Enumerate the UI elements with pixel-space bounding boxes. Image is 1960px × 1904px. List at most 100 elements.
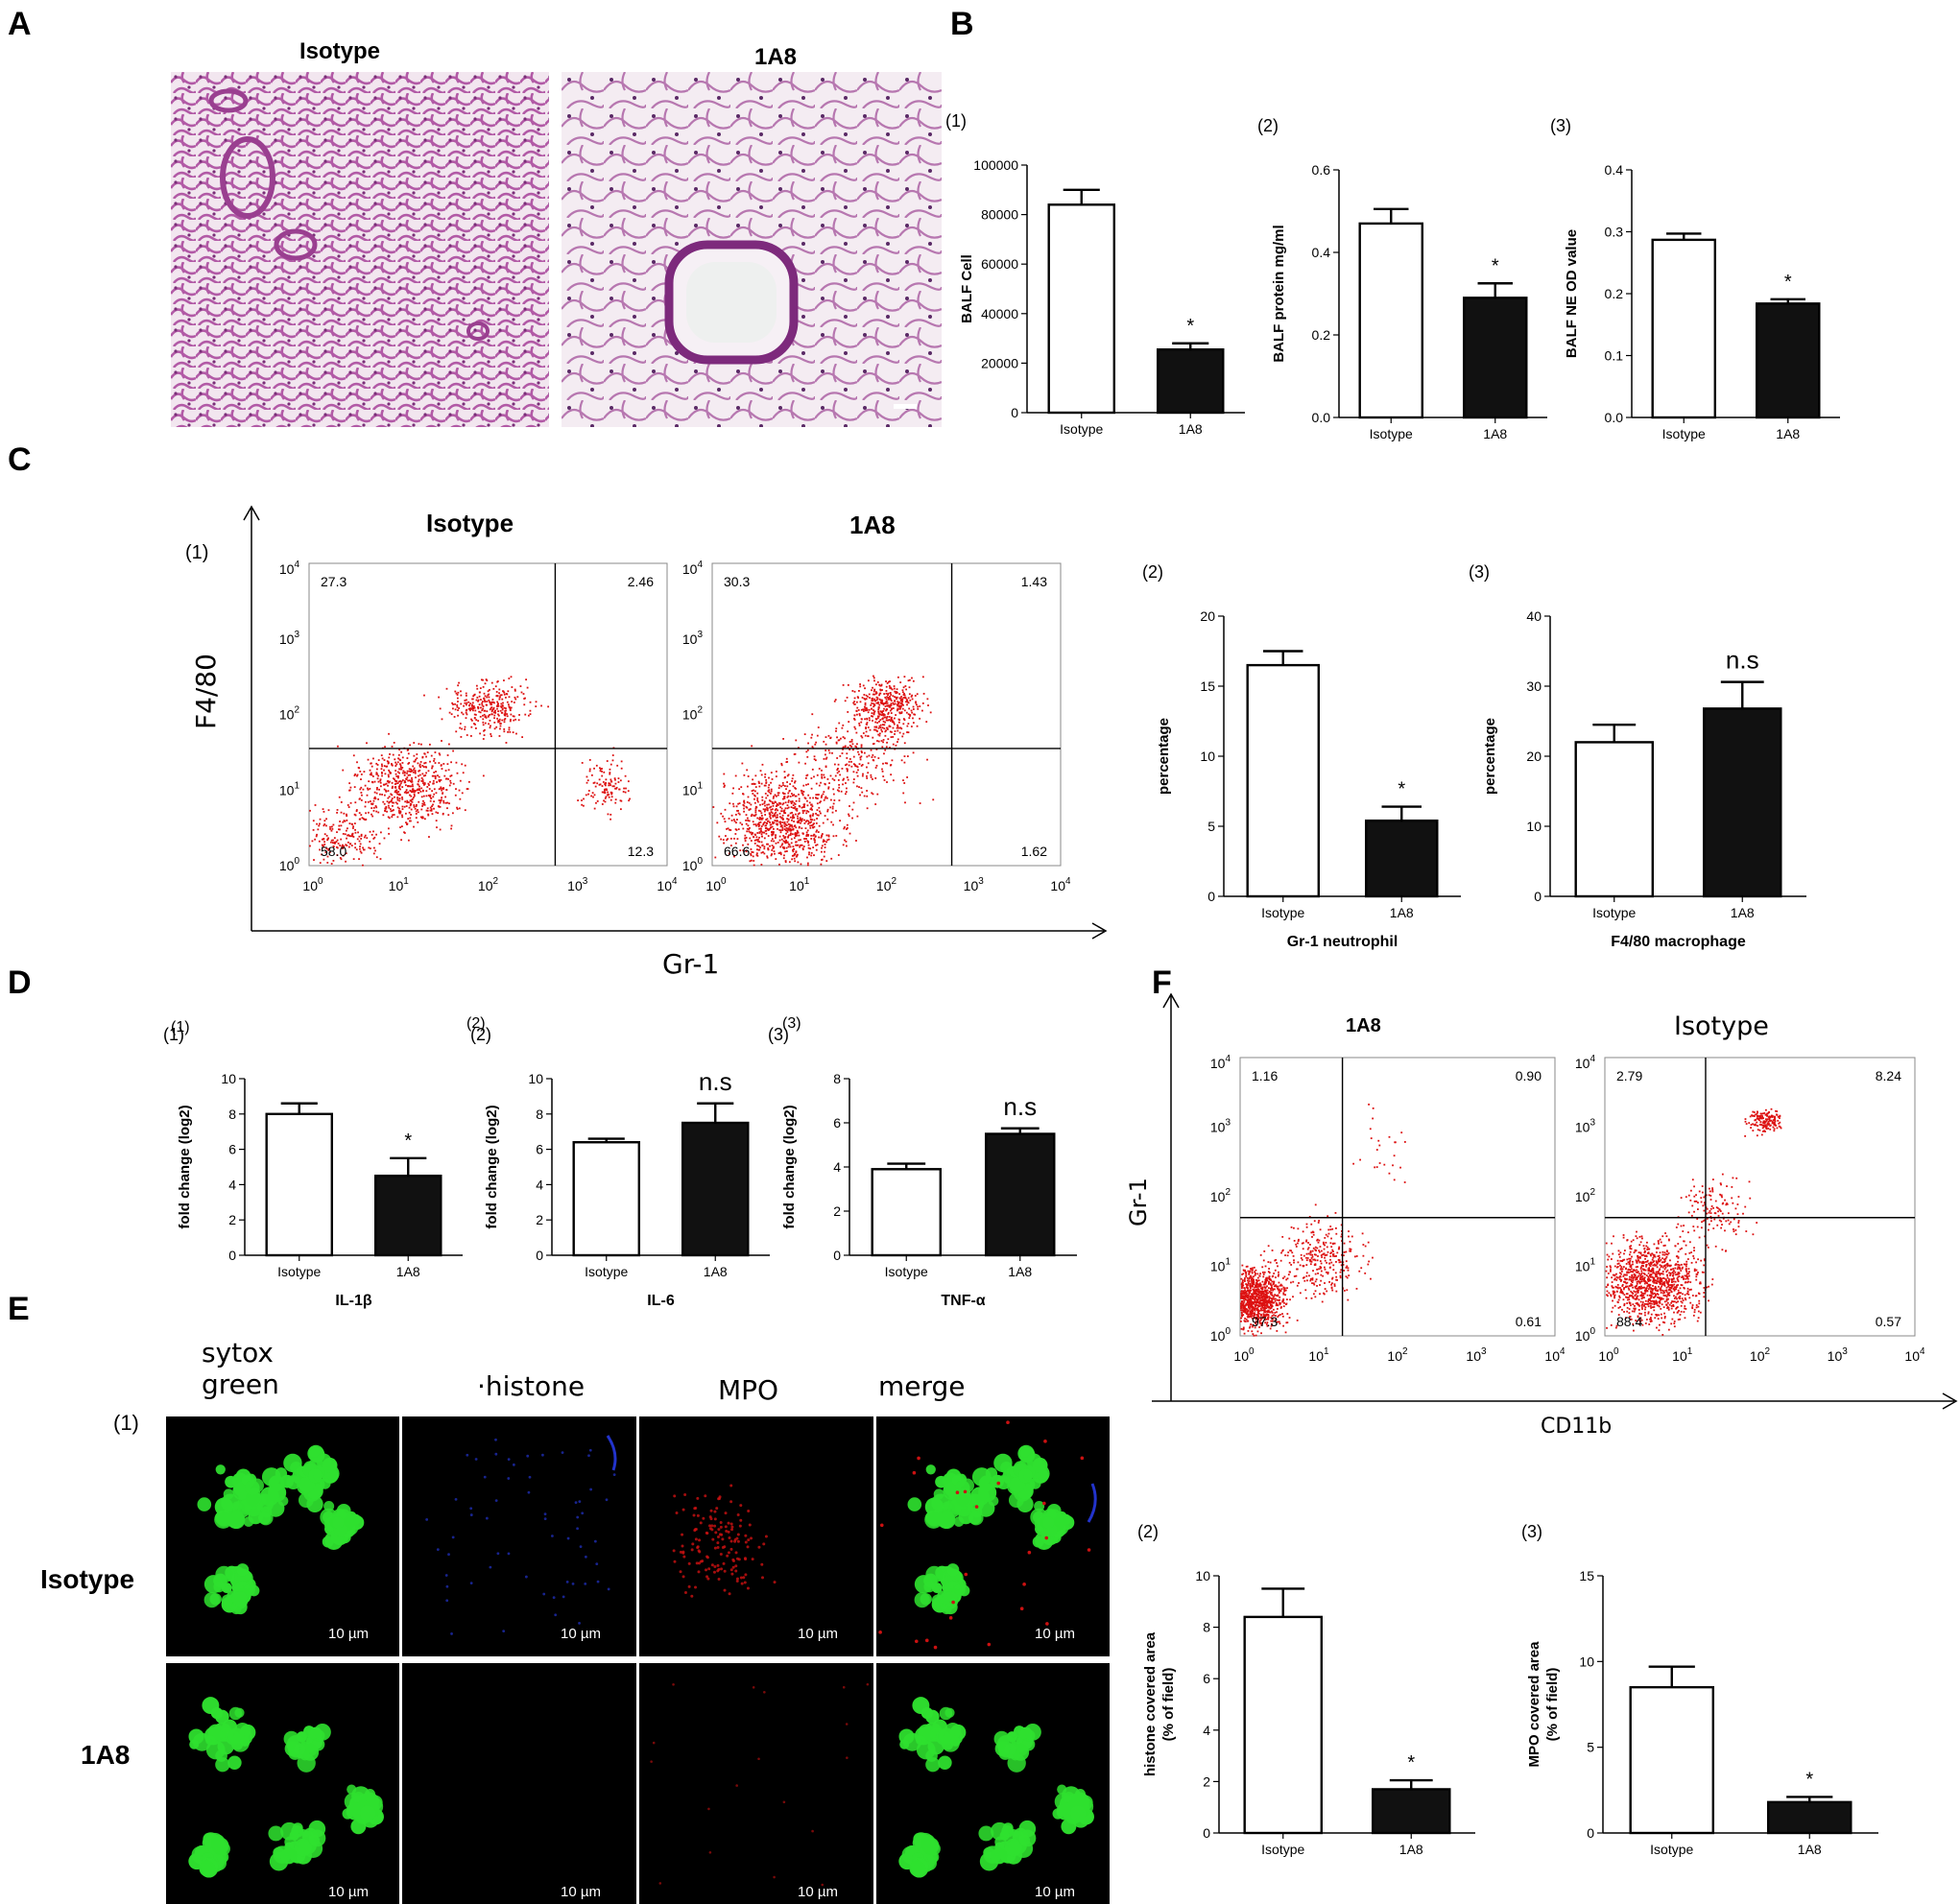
event-dot [503, 693, 506, 696]
event-dot [366, 837, 369, 840]
event-dot [1254, 1297, 1256, 1300]
event-dot [915, 701, 917, 703]
event-dot [372, 852, 375, 855]
y-tick-label: 15 [1579, 1568, 1594, 1583]
event-dot [771, 825, 774, 828]
mpo-signal [682, 1555, 686, 1559]
event-dot [846, 752, 849, 755]
event-dot [608, 784, 610, 787]
event-dot [395, 789, 398, 792]
event-dot [1252, 1294, 1254, 1297]
event-dot [447, 814, 450, 817]
event-dot [774, 794, 777, 797]
event-dot [807, 811, 810, 813]
event-dot [447, 769, 450, 772]
event-dot [400, 780, 403, 783]
event-dot [831, 805, 834, 808]
event-dot [890, 702, 893, 705]
event-dot [1255, 1304, 1258, 1306]
event-dot [752, 793, 754, 795]
event-dot [610, 780, 613, 783]
panel-a-1a8-title: 1A8 [754, 44, 798, 70]
event-dot [852, 781, 855, 784]
event-dot [343, 845, 346, 847]
event-dot [1271, 1280, 1274, 1283]
event-dot [349, 786, 352, 789]
event-dot [865, 730, 868, 733]
event-dot [806, 799, 808, 802]
event-dot [806, 755, 809, 758]
event-dot [342, 833, 345, 835]
event-dot [815, 812, 817, 815]
event-dot [367, 811, 370, 814]
event-dot [383, 769, 385, 772]
histone-signal [543, 1517, 547, 1521]
event-dot [420, 796, 423, 798]
event-dot [778, 835, 781, 838]
event-dot [758, 782, 760, 784]
y-tick-label: 102 [682, 705, 704, 723]
event-dot [387, 784, 389, 787]
event-dot [790, 842, 793, 845]
event-dot [503, 679, 505, 681]
event-dot [1254, 1301, 1256, 1303]
event-dot [859, 758, 862, 761]
event-dot [1276, 1298, 1279, 1301]
x-tick-label: 1A8 [1776, 426, 1800, 441]
event-dot [754, 774, 757, 777]
event-dot [1246, 1316, 1249, 1319]
event-dot [881, 724, 884, 726]
event-dot [388, 762, 390, 764]
event-dot [383, 765, 386, 768]
event-dot [875, 718, 878, 721]
event-dot [459, 723, 462, 725]
histone-signal [450, 1632, 453, 1635]
event-dot [869, 719, 871, 722]
event-dot [767, 848, 770, 851]
event-dot [867, 726, 870, 728]
event-dot [775, 801, 777, 803]
event-dot [450, 774, 453, 776]
event-dot [776, 802, 778, 805]
event-dot [1246, 1276, 1249, 1279]
cell-nucleus [1029, 1478, 1041, 1489]
event-dot [1271, 1286, 1273, 1289]
histone-signal [588, 1448, 592, 1452]
event-dot [1241, 1264, 1244, 1267]
event-dot [451, 707, 454, 710]
event-dot [526, 686, 529, 689]
cell-nucleus [294, 1838, 313, 1857]
histone-signal [595, 1562, 599, 1566]
event-dot [399, 782, 402, 785]
event-dot [901, 702, 904, 705]
event-dot [610, 791, 612, 794]
event-dot [769, 800, 772, 802]
event-dot [886, 741, 888, 744]
event-dot [823, 791, 825, 794]
event-dot [772, 833, 775, 836]
event-dot [896, 703, 898, 706]
event-dot [760, 825, 763, 827]
event-dot [323, 844, 326, 845]
event-dot [1240, 1302, 1243, 1305]
event-dot [477, 699, 480, 702]
event-dot [818, 806, 821, 809]
event-dot [842, 783, 844, 786]
event-dot [1283, 1301, 1285, 1304]
event-dot [836, 736, 838, 739]
event-dot [889, 704, 892, 706]
event-dot [433, 757, 436, 760]
cell-nucleus [1004, 1838, 1023, 1857]
event-dot [897, 726, 900, 729]
event-dot [926, 698, 929, 701]
event-dot [828, 751, 831, 754]
event-dot [363, 836, 366, 839]
panel-f-x-axis-label: CD11b [1541, 1415, 1613, 1439]
event-dot [497, 721, 499, 724]
event-dot [1250, 1313, 1252, 1315]
event-dot [460, 694, 463, 697]
histone-signal [566, 1536, 570, 1540]
event-dot [845, 791, 848, 794]
event-dot [1240, 1317, 1243, 1320]
event-dot [1285, 1302, 1288, 1305]
